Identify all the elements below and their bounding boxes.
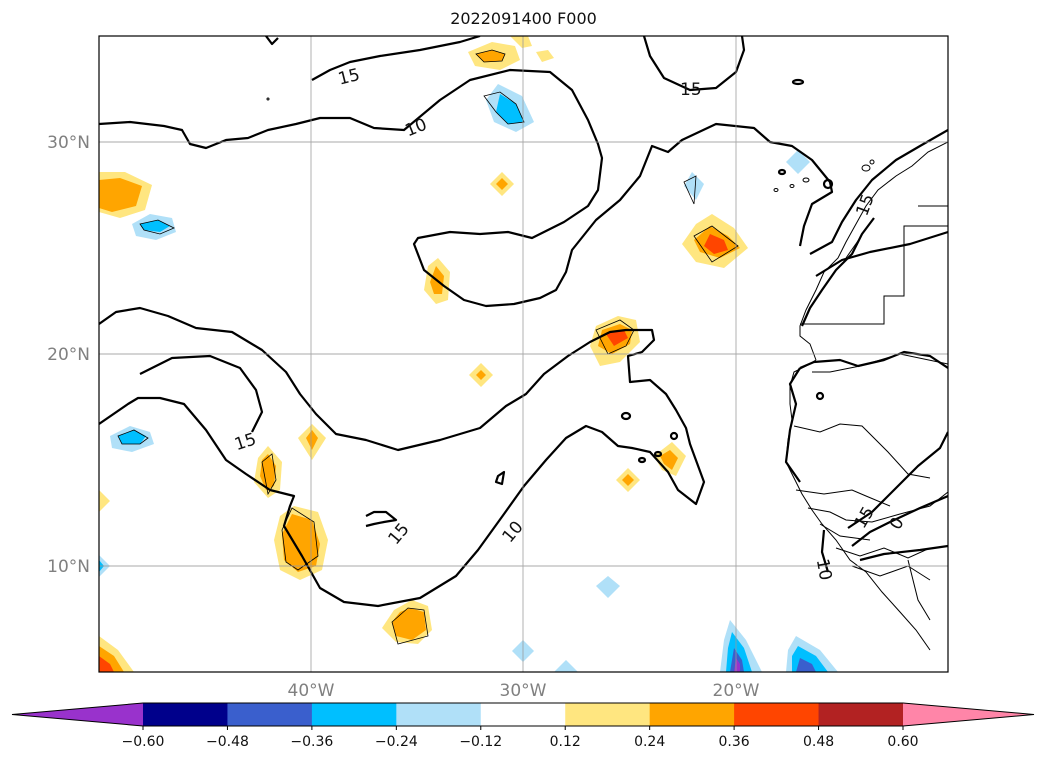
contour-line [815,391,825,401]
contour-lines [99,36,948,608]
plot-frame [98,35,949,673]
country-border [807,491,948,523]
negative-anomaly-blob [554,660,578,672]
contour-line [620,411,632,421]
contour-line [311,36,481,81]
contour-line [847,431,948,529]
island [869,159,875,165]
colorbar-bin [734,703,820,726]
positive-anomaly-blob [298,424,326,460]
contour-line [815,230,948,277]
contour-line [859,544,948,562]
coastlines [266,97,948,651]
island [789,184,795,188]
island [773,188,779,192]
colorbar-bin [143,703,228,726]
contour-line [809,129,948,255]
positive-anomaly-blob [382,600,432,644]
lon-tick-label: 30°W [500,681,547,701]
negative-anomaly-blob [720,620,762,672]
negative-anomaly-blob [786,636,838,672]
lon-tick-label: 20°W [713,681,760,701]
colorbar-bin [480,703,566,726]
lon-tick-label: 40°W [288,681,335,701]
positive-anomaly-blob [99,636,134,672]
country-border [800,225,948,325]
contour-line [669,431,679,441]
colorbar: −0.60 −0.48 −0.36 −0.24 −0.12 0.12 0.24 0.36 0.4… [11,702,1035,750]
contour-line [365,510,398,528]
positive-anomaly-blob [468,36,554,70]
positive-anomaly-blob [99,490,110,512]
positive-anomaly-blob [682,214,748,268]
contour-label: 10 [812,557,835,582]
contour-line [820,529,830,573]
colorbar-tick-label: −0.36 [290,734,333,750]
colorbar-extend-high [903,703,1034,726]
lat-tick-label: 30°N [47,133,90,153]
negative-anomaly-blob [684,172,704,200]
contour-line [99,306,706,608]
country-border [819,523,871,541]
country-border [851,565,931,581]
positive-anomaly-blob [99,172,152,218]
contour-line [800,217,875,327]
colorbar-extend-low [12,703,143,726]
colorbar-tick-label: 0.36 [719,734,750,750]
country-border [835,547,931,559]
island [861,164,871,172]
colorbar-tick-label: 0.60 [887,734,918,750]
colorbar-bin [396,703,482,726]
country-border [793,423,931,479]
colorbar-bin [565,703,651,726]
contour-line [265,36,279,46]
contour-line [99,68,834,308]
anomaly-shading [99,36,838,672]
lat-tick-label: 10°N [47,557,90,577]
contour-line [642,36,746,92]
colorbar-tick-label: −0.60 [122,734,165,750]
negative-anomaly-blob [132,214,176,240]
contour-line [139,354,264,433]
country-border [845,237,861,259]
colorbar-bin [311,703,397,726]
colorbar-tick-label: −0.24 [375,734,418,750]
contour-line [653,450,663,458]
colorbar-tick-label: 0.48 [803,734,834,750]
positive-anomaly-blob [616,468,640,492]
country-border [812,353,948,373]
negative-anomaly-blob [786,150,810,174]
colorbar-tick-label: −0.48 [206,734,249,750]
country-border [907,559,931,621]
lat-tick-label: 20°N [47,345,90,365]
island [266,97,270,101]
country-border [795,489,891,507]
positive-anomaly-blob [469,363,493,387]
island [802,177,810,183]
colorbar-tick-label: 0.24 [634,734,665,750]
colorbar-tick-label: −0.12 [459,734,502,750]
colorbar-bin [818,703,904,726]
contour-line [791,78,805,86]
contour-line [822,178,834,190]
colorbar-tick-label: 0.12 [550,734,581,750]
coastline [799,141,948,361]
shading-outlines [117,49,739,645]
positive-anomaly-blob [654,442,686,476]
positive-anomaly-blob [590,316,640,366]
negative-anomaly-blob [486,84,534,132]
contour-line [637,456,647,464]
gridlines [99,36,948,672]
contour-line [494,470,506,486]
colorbar-bin [649,703,735,726]
positive-anomaly-blob [490,172,514,196]
contour-line [777,168,787,176]
map-title: 2022091400 F000 [450,9,597,28]
colorbar-bin [227,703,313,726]
contour-label: 15 [680,80,702,100]
coastline [785,359,931,651]
contour-line [851,494,948,547]
